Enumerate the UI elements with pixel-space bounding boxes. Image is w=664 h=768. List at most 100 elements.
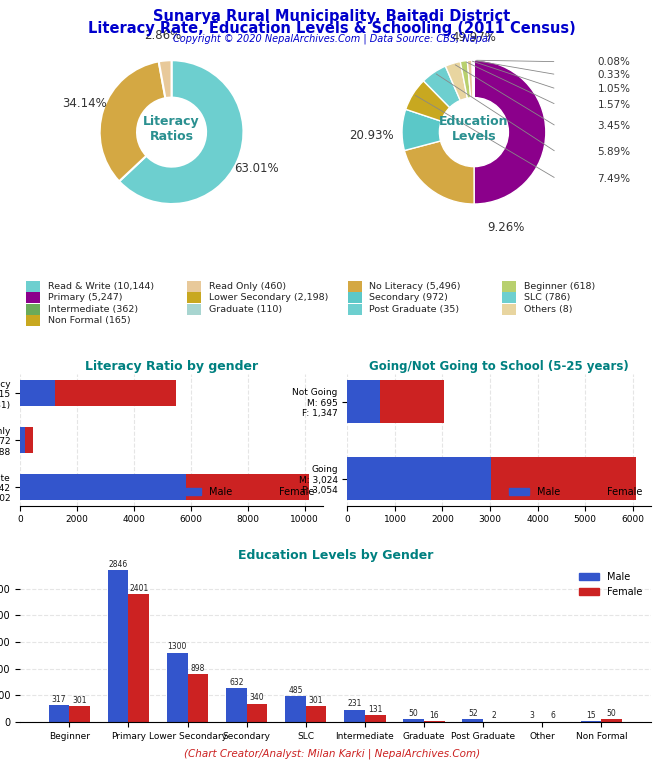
Text: 1.05%: 1.05% — [598, 84, 631, 94]
Bar — [187, 474, 309, 500]
Text: 6: 6 — [550, 711, 555, 720]
Text: 632: 632 — [229, 678, 244, 687]
Bar — [226, 688, 246, 722]
Bar — [128, 594, 149, 722]
Bar — [20, 380, 54, 406]
Text: 3: 3 — [529, 711, 535, 720]
FancyBboxPatch shape — [503, 293, 517, 303]
FancyBboxPatch shape — [187, 281, 201, 292]
Text: 0.33%: 0.33% — [598, 70, 631, 80]
Text: 3.45%: 3.45% — [598, 121, 631, 131]
Text: Others (8): Others (8) — [524, 305, 572, 313]
Text: 5.89%: 5.89% — [598, 147, 631, 157]
Text: Intermediate (362): Intermediate (362) — [48, 305, 138, 313]
Bar — [602, 720, 622, 722]
Wedge shape — [159, 60, 171, 98]
Text: Secondary (972): Secondary (972) — [369, 293, 448, 303]
Text: Education
Levels: Education Levels — [439, 115, 509, 144]
Bar — [69, 706, 90, 722]
FancyBboxPatch shape — [503, 304, 517, 315]
FancyBboxPatch shape — [187, 293, 201, 303]
Wedge shape — [446, 61, 467, 101]
Text: 2401: 2401 — [129, 584, 148, 593]
Text: 301: 301 — [309, 696, 323, 704]
Text: 2: 2 — [491, 711, 496, 720]
Wedge shape — [119, 60, 244, 204]
Text: 317: 317 — [52, 695, 66, 703]
Text: 231: 231 — [347, 700, 362, 708]
Bar — [403, 720, 424, 722]
Bar — [187, 674, 208, 722]
Bar — [48, 705, 69, 722]
Text: (Chart Creator/Analyst: Milan Karki | NepalArchives.Com): (Chart Creator/Analyst: Milan Karki | Ne… — [184, 748, 480, 759]
Text: 9.26%: 9.26% — [487, 220, 525, 233]
Text: Sunarya Rural Municipality, Baitadi District: Sunarya Rural Municipality, Baitadi Dist… — [153, 9, 511, 25]
Bar — [347, 458, 491, 500]
Text: Non Formal (165): Non Formal (165) — [48, 316, 130, 325]
Bar — [344, 710, 365, 722]
Text: No Literacy (5,496): No Literacy (5,496) — [369, 282, 461, 291]
FancyBboxPatch shape — [503, 281, 517, 292]
Text: 898: 898 — [191, 664, 205, 673]
Text: Literacy Rate, Education Levels & Schooling (2011 Census): Literacy Rate, Education Levels & School… — [88, 21, 576, 36]
Text: Read Only (460): Read Only (460) — [208, 282, 286, 291]
Text: 7.49%: 7.49% — [598, 174, 631, 184]
Title: Going/Not Going to School (5-25 years): Going/Not Going to School (5-25 years) — [369, 360, 629, 373]
Text: 52: 52 — [468, 709, 477, 718]
FancyBboxPatch shape — [27, 316, 40, 326]
Bar — [246, 703, 268, 722]
Text: Copyright © 2020 NepalArchives.Com | Data Source: CBS, Nepal: Copyright © 2020 NepalArchives.Com | Dat… — [173, 33, 491, 44]
Wedge shape — [467, 60, 473, 98]
Text: 2846: 2846 — [108, 560, 127, 569]
Bar — [347, 380, 380, 422]
FancyBboxPatch shape — [348, 304, 362, 315]
Text: 63.01%: 63.01% — [234, 162, 278, 175]
Wedge shape — [402, 109, 441, 151]
Wedge shape — [100, 61, 165, 181]
Bar — [491, 458, 636, 500]
Text: 50: 50 — [409, 709, 418, 718]
Text: 131: 131 — [368, 704, 382, 713]
Text: 1300: 1300 — [167, 642, 187, 651]
Wedge shape — [474, 60, 546, 204]
Bar — [54, 380, 177, 406]
Text: 340: 340 — [250, 694, 264, 703]
FancyBboxPatch shape — [27, 293, 40, 303]
Text: Primary (5,247): Primary (5,247) — [48, 293, 122, 303]
Bar — [108, 571, 128, 722]
Legend: Male, Female: Male, Female — [576, 568, 646, 601]
Bar — [167, 653, 187, 722]
Bar — [580, 721, 602, 722]
Bar — [20, 474, 187, 500]
Text: Beginner (618): Beginner (618) — [524, 282, 595, 291]
Text: SLC (786): SLC (786) — [524, 293, 570, 303]
Title: Education Levels by Gender: Education Levels by Gender — [238, 548, 433, 561]
Text: 49.97%: 49.97% — [452, 31, 497, 44]
FancyBboxPatch shape — [27, 304, 40, 315]
Text: Literacy
Ratios: Literacy Ratios — [143, 115, 200, 144]
Text: 16: 16 — [430, 710, 439, 720]
Bar — [462, 719, 483, 722]
Text: 2.86%: 2.86% — [144, 29, 181, 42]
Text: 1.57%: 1.57% — [598, 100, 631, 110]
Legend: Male, Female: Male, Female — [178, 483, 318, 501]
Bar — [285, 696, 305, 722]
Bar — [365, 715, 386, 722]
Wedge shape — [404, 141, 474, 204]
Text: 0.08%: 0.08% — [598, 57, 631, 67]
Bar — [380, 380, 444, 422]
Wedge shape — [472, 60, 473, 98]
Text: Graduate (110): Graduate (110) — [208, 305, 282, 313]
Bar — [25, 427, 33, 453]
Bar — [424, 721, 445, 722]
Wedge shape — [424, 66, 460, 108]
Bar — [20, 427, 25, 453]
Wedge shape — [406, 81, 450, 121]
Text: 15: 15 — [586, 711, 596, 720]
FancyBboxPatch shape — [27, 281, 40, 292]
Text: 20.93%: 20.93% — [349, 129, 394, 142]
Text: 34.14%: 34.14% — [62, 97, 106, 110]
Title: Literacy Ratio by gender: Literacy Ratio by gender — [85, 360, 258, 373]
Bar — [305, 706, 327, 722]
Text: 301: 301 — [72, 696, 87, 704]
